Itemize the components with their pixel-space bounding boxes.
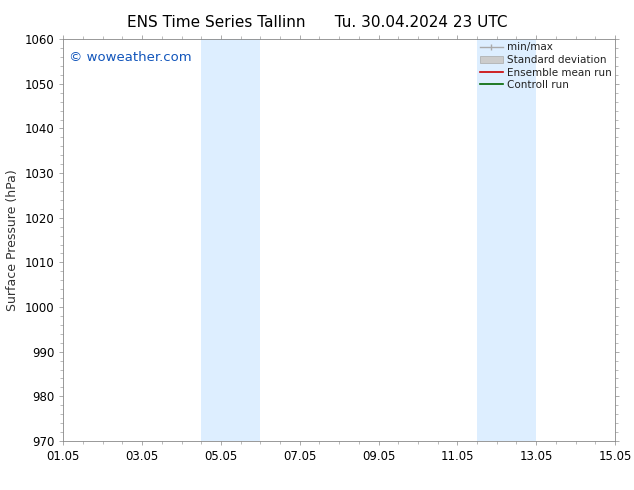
Text: ENS Time Series Tallinn      Tu. 30.04.2024 23 UTC: ENS Time Series Tallinn Tu. 30.04.2024 2… bbox=[127, 15, 507, 30]
Y-axis label: Surface Pressure (hPa): Surface Pressure (hPa) bbox=[6, 169, 19, 311]
Bar bbox=[202, 39, 261, 441]
Legend: min/max, Standard deviation, Ensemble mean run, Controll run: min/max, Standard deviation, Ensemble me… bbox=[480, 42, 612, 90]
Bar bbox=[477, 39, 536, 441]
Text: © woweather.com: © woweather.com bbox=[69, 51, 191, 64]
